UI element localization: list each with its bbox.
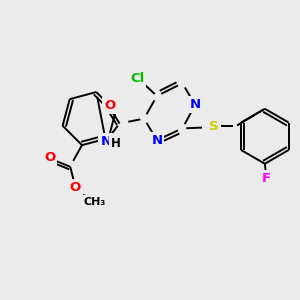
Text: S: S [209, 120, 219, 133]
Text: N: N [100, 135, 111, 148]
Text: O: O [70, 181, 81, 194]
Text: Cl: Cl [130, 72, 144, 85]
Text: N: N [190, 98, 201, 111]
Text: N: N [151, 134, 162, 147]
Text: CH₃: CH₃ [84, 197, 106, 207]
Text: O: O [104, 99, 116, 112]
Text: F: F [262, 172, 272, 185]
Text: O: O [44, 152, 55, 164]
Text: H: H [111, 136, 121, 150]
